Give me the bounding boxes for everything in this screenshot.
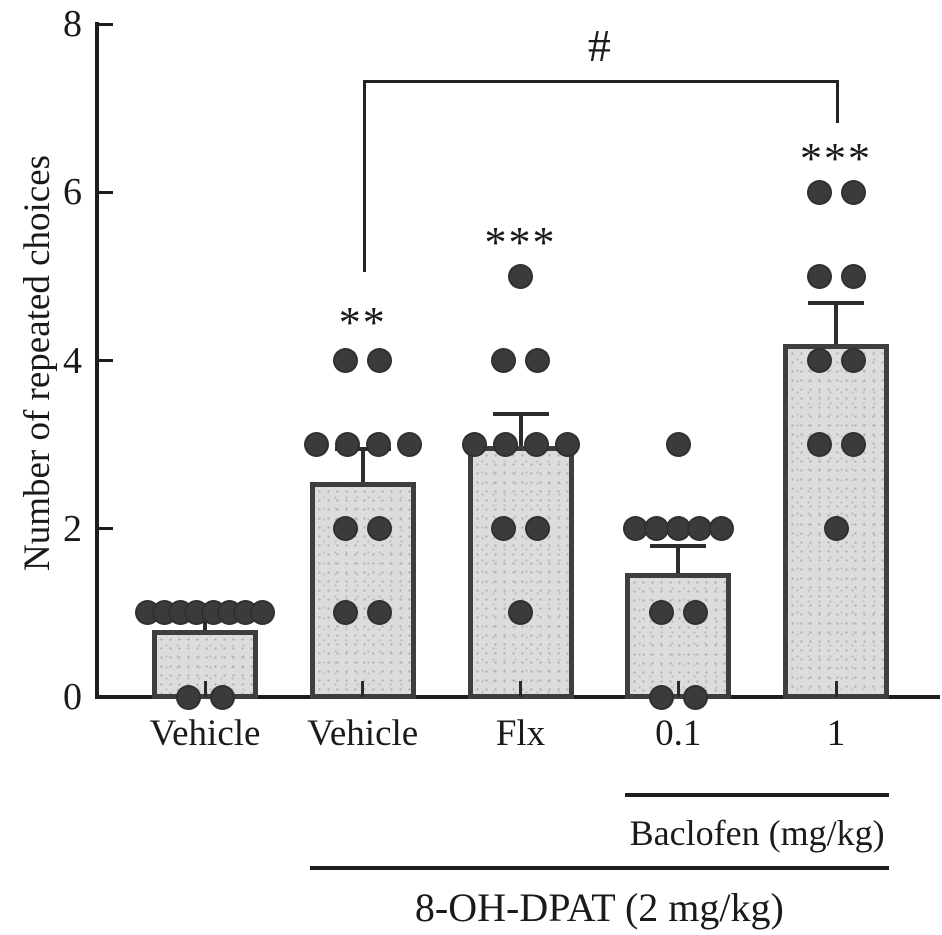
- y-axis-line: [95, 22, 99, 699]
- data-point: [687, 516, 713, 542]
- bracket-left-drop: [362, 79, 366, 273]
- error-bar-line: [834, 303, 838, 344]
- data-point: [333, 516, 359, 542]
- y-tick-label: 0: [63, 676, 82, 718]
- data-point: [648, 684, 674, 710]
- y-axis-tick: [99, 190, 113, 194]
- data-point: [508, 600, 533, 626]
- data-point: [175, 684, 201, 710]
- group-line-0: [625, 793, 889, 797]
- data-point: [333, 600, 359, 626]
- y-axis-tick: [99, 22, 113, 26]
- data-point: [491, 516, 516, 542]
- data-point: [492, 432, 518, 458]
- data-point: [806, 264, 832, 289]
- x-axis-tick: [834, 681, 838, 697]
- y-tick-label: 8: [63, 3, 82, 46]
- data-point: [665, 516, 691, 542]
- data-point: [840, 432, 866, 458]
- data-point: [367, 348, 393, 374]
- bar-Flx: [467, 446, 574, 699]
- significance-label: **: [338, 298, 387, 348]
- x-axis-tick: [361, 681, 365, 697]
- x-axis-tick: [203, 681, 207, 697]
- y-tick-label: 4: [63, 339, 82, 382]
- data-point: [508, 264, 533, 289]
- x-tick-label: Vehicle: [149, 713, 261, 754]
- data-point: [333, 348, 359, 374]
- data-point: [644, 516, 670, 542]
- data-point: [840, 348, 866, 374]
- error-bar-line: [518, 414, 523, 447]
- x-axis-tick: [676, 681, 680, 697]
- data-point: [840, 179, 866, 205]
- bar-Vehicle: [152, 629, 258, 699]
- data-point: [682, 600, 708, 626]
- data-point: [554, 432, 580, 458]
- significance-label: ***: [800, 134, 872, 184]
- data-point: [806, 348, 832, 374]
- y-tick-label: 2: [63, 507, 82, 550]
- significance-label: ***: [484, 218, 557, 268]
- data-point: [708, 516, 734, 542]
- data-point: [303, 432, 329, 458]
- data-point: [209, 684, 235, 710]
- data-point: [491, 348, 516, 374]
- error-bar-cap: [650, 544, 707, 549]
- y-tick-label: 6: [63, 171, 82, 214]
- x-tick-label: Flx: [495, 713, 546, 754]
- data-point: [622, 516, 648, 542]
- data-point: [806, 179, 832, 205]
- group-line-1: [309, 866, 889, 870]
- data-point: [367, 516, 393, 542]
- data-point: [665, 432, 691, 458]
- error-bar-line: [676, 546, 681, 574]
- data-point: [523, 432, 549, 458]
- bar-Vehicle: [309, 481, 416, 699]
- error-bar-line: [203, 617, 207, 630]
- bracket-right-drop: [836, 79, 839, 123]
- data-point: [525, 516, 550, 542]
- data-point: [249, 600, 275, 626]
- data-point: [806, 432, 832, 458]
- group-label-1: 8-OH-DPAT (2 mg/kg): [414, 885, 784, 930]
- error-bar-cap: [492, 412, 549, 417]
- error-bar-cap: [808, 301, 864, 306]
- bracket-horizontal: [362, 79, 839, 83]
- x-axis-tick: [519, 681, 522, 697]
- data-point: [823, 516, 849, 542]
- x-tick-label: 0.1: [655, 713, 702, 754]
- x-tick-label: Vehicle: [307, 713, 419, 754]
- data-point: [648, 600, 674, 626]
- data-point: [365, 432, 391, 458]
- data-point: [367, 600, 393, 626]
- y-axis-tick: [99, 359, 113, 363]
- data-point: [461, 432, 487, 458]
- data-point: [840, 264, 866, 289]
- data-point: [396, 432, 422, 458]
- x-tick-label: 1: [826, 713, 846, 754]
- data-point: [682, 684, 708, 710]
- bracket-significance-label: #: [587, 19, 611, 71]
- y-axis-tick: [99, 527, 113, 531]
- data-point: [525, 348, 550, 374]
- group-label-0: Baclofen (mg/kg): [629, 813, 885, 853]
- error-bar-line: [360, 448, 365, 482]
- data-point: [334, 432, 360, 458]
- error-bar-cap: [334, 446, 391, 451]
